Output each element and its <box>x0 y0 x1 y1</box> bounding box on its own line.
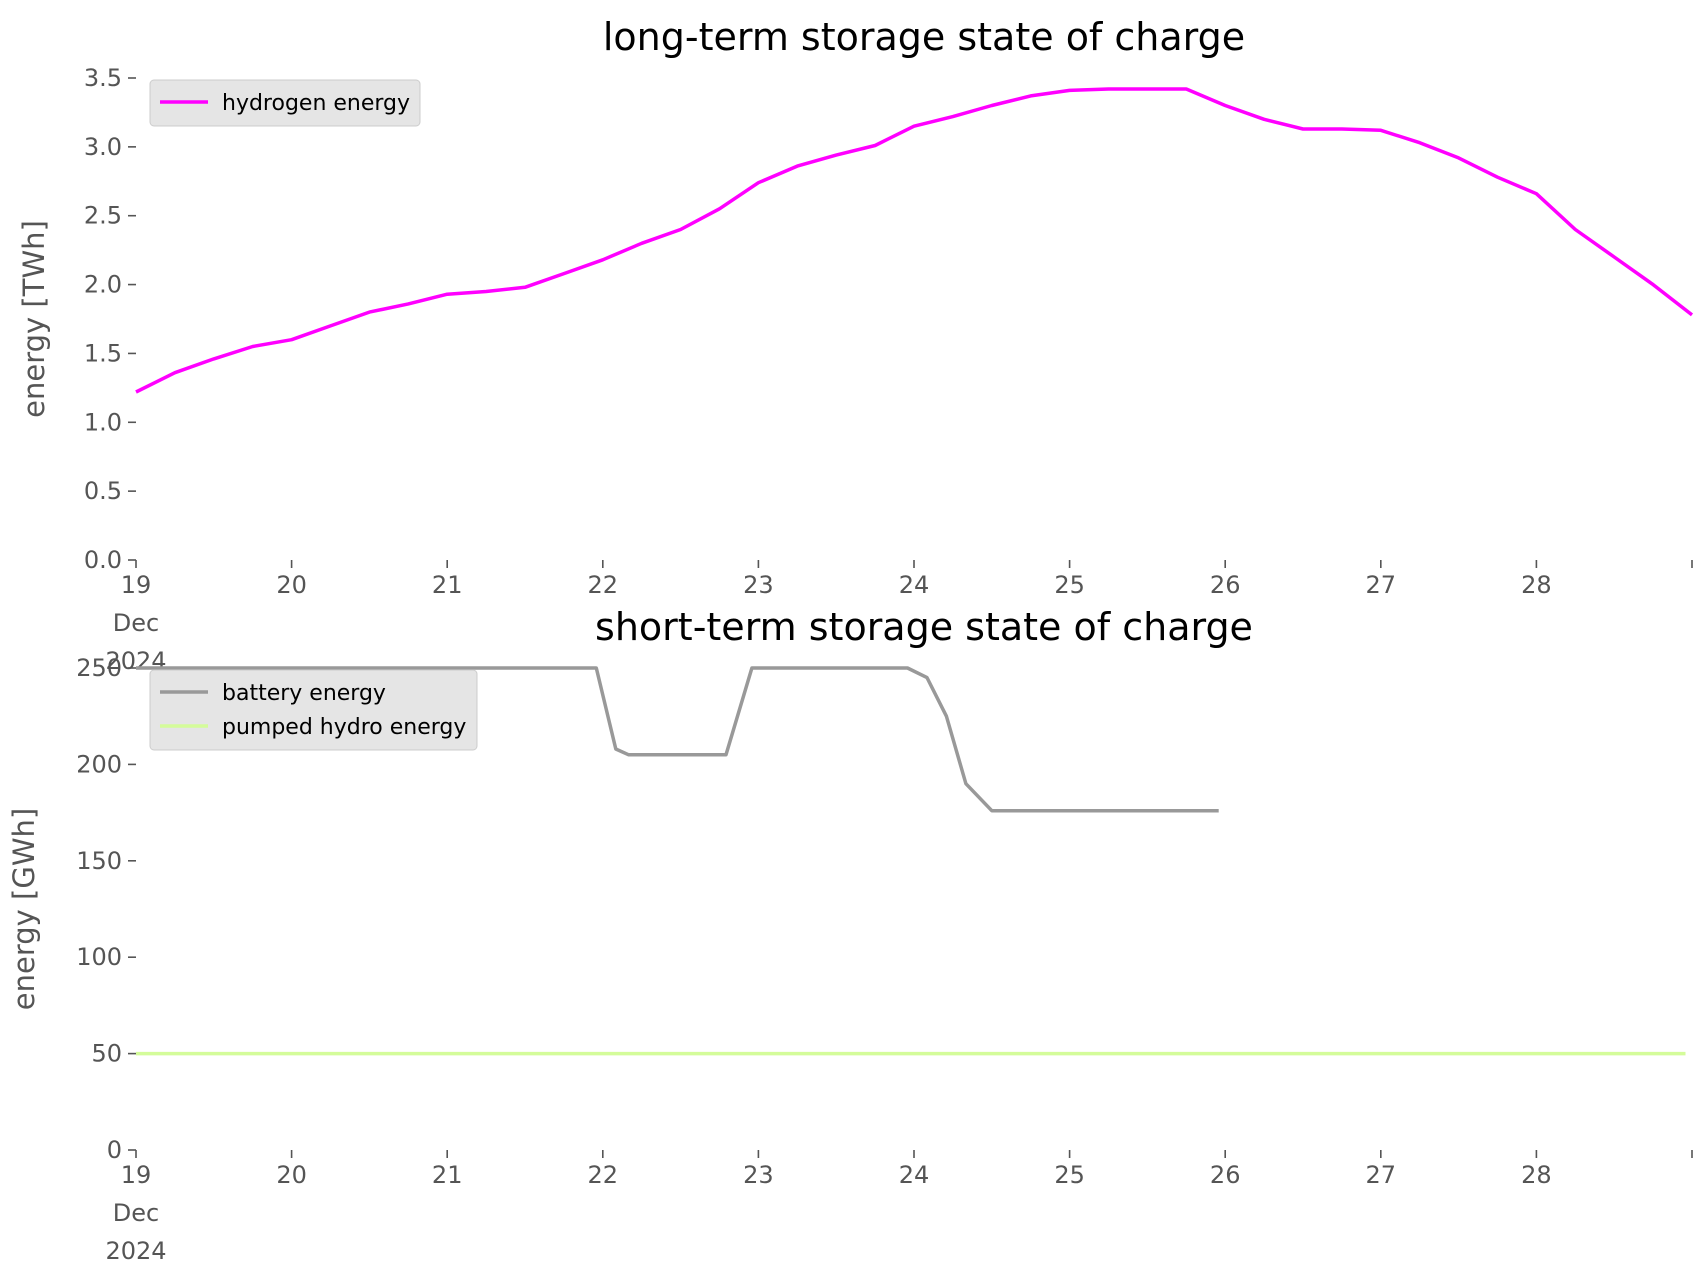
legend-label: hydrogen energy <box>222 91 410 116</box>
x-tick-label: 22 <box>588 1161 619 1189</box>
x-tick-label: 23 <box>743 571 774 599</box>
x-tick-label: 25 <box>1054 1161 1085 1189</box>
series-line-1 <box>135 87 1694 394</box>
panel-1: long-term storage state of charge energy … <box>17 15 1694 675</box>
x-tick-label: 21 <box>432 1161 463 1189</box>
legend <box>149 669 478 751</box>
x-tick-label: 2024 <box>105 1237 166 1265</box>
x-tick-label: 25 <box>1054 571 1085 599</box>
x-tick-label: 24 <box>899 571 930 599</box>
y-tick-label: 3.5 <box>84 64 122 92</box>
y-tick-label: 50 <box>91 1040 122 1068</box>
legend-label: pumped hydro energy <box>222 715 466 740</box>
y-tick-label: 1.0 <box>84 408 122 436</box>
x-tick-label: 27 <box>1366 571 1397 599</box>
x-tick-label: 28 <box>1521 1161 1552 1189</box>
y-tick-label: 2.0 <box>84 271 122 299</box>
x-tick-label: 26 <box>1210 1161 1241 1189</box>
x-tick-label: 24 <box>899 1161 930 1189</box>
x-tick-label: 23 <box>743 1161 774 1189</box>
y-tick-label: 0.0 <box>84 546 122 574</box>
y-axis-label: energy [TWh] <box>17 220 51 418</box>
chart-title: short-term storage state of charge <box>595 605 1253 649</box>
x-tick-label: Dec <box>113 1199 159 1227</box>
legend-label: battery energy <box>222 681 386 706</box>
x-tick-label: 27 <box>1366 1161 1397 1189</box>
panel-2: short-term storage state of charge energy… <box>7 605 1693 1265</box>
x-tick-label: 19 <box>121 1161 152 1189</box>
x-tick-label: 26 <box>1210 571 1241 599</box>
y-axis-label: energy [GWh] <box>7 808 41 1010</box>
x-tick-label: 19 <box>121 571 152 599</box>
y-tick-label: 1.5 <box>84 339 122 367</box>
x-tick-label: 21 <box>432 571 463 599</box>
y-tick-label: 3.0 <box>84 133 122 161</box>
x-tick-label: 22 <box>588 571 619 599</box>
y-tick-label: 150 <box>76 847 122 875</box>
y-tick-label: 200 <box>76 750 122 778</box>
x-tick-label: 28 <box>1521 571 1552 599</box>
series-line-1 <box>136 666 1219 813</box>
y-tick-label: 100 <box>76 943 122 971</box>
chart-title: long-term storage state of charge <box>603 15 1245 59</box>
x-tick-label: 20 <box>276 571 307 599</box>
y-tick-label: 0 <box>107 1136 122 1164</box>
x-tick-label: Dec <box>113 609 159 637</box>
y-tick-label: 2.5 <box>84 202 122 230</box>
legend <box>149 79 421 127</box>
y-tick-label: 0.5 <box>84 477 122 505</box>
y-tick-label: 250 <box>76 654 122 682</box>
x-tick-label: 20 <box>276 1161 307 1189</box>
